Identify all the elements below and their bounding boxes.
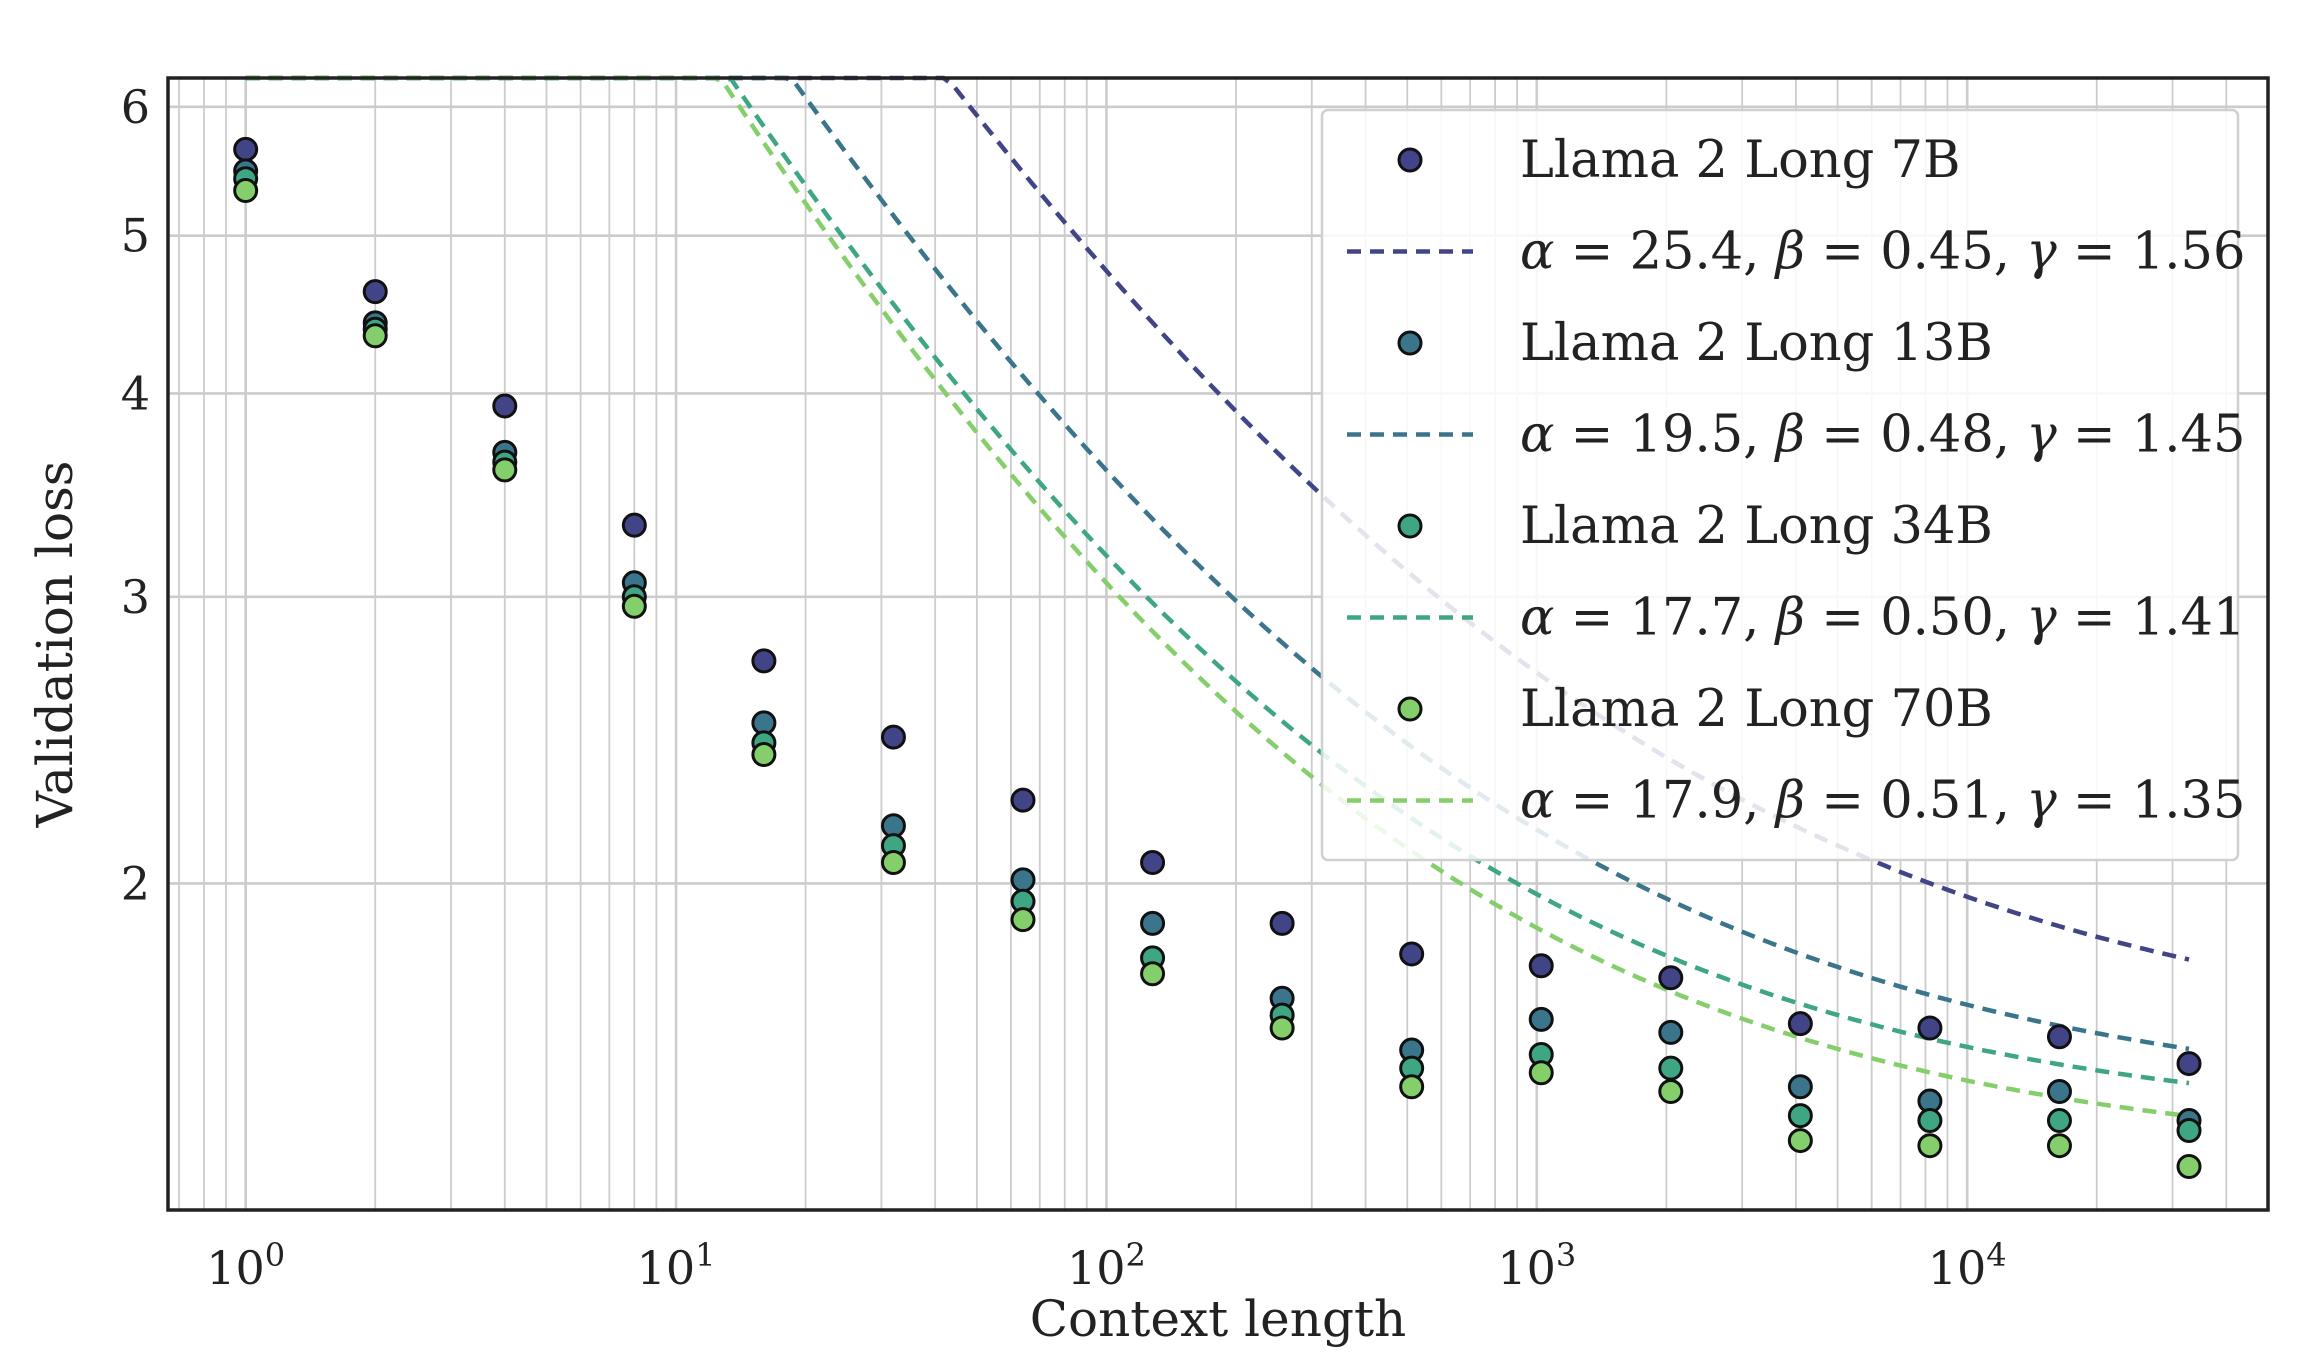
- legend-fit-label: α = 17.7, β = 0.50, γ = 1.41: [1520, 589, 2245, 648]
- data-point: [2176, 1051, 2202, 1077]
- data-point: [880, 850, 906, 876]
- axis-ticks: 100 101 102 103 104 2 3 4 5 6: [121, 80, 2007, 1295]
- data-point: [1399, 941, 1425, 967]
- data-point: [492, 457, 518, 483]
- legend-marker: [1397, 330, 1423, 356]
- data-point: [1917, 1015, 1943, 1041]
- data-point: [1010, 907, 1036, 933]
- data-point: [1269, 1015, 1295, 1041]
- legend-series-label: Llama 2 Long 13B: [1520, 314, 1993, 373]
- legend-fit-label: α = 19.5, β = 0.48, γ = 1.45: [1520, 406, 2245, 465]
- data-point: [233, 136, 259, 162]
- data-point: [492, 393, 518, 419]
- x-tick-label: 102: [1067, 1236, 1146, 1295]
- y-tick-label: 6: [121, 80, 150, 134]
- data-point: [1917, 1133, 1943, 1159]
- data-point: [1658, 1078, 1684, 1104]
- legend-series-label: Llama 2 Long 7B: [1520, 131, 1960, 190]
- data-point: [2176, 1153, 2202, 1179]
- legend: Llama 2 Long 7B α = 25.4, β = 0.45, γ = 1…: [1320, 108, 2245, 862]
- y-tick-label: 5: [121, 209, 150, 263]
- data-point: [880, 724, 906, 750]
- data-point: [1528, 1060, 1554, 1086]
- legend-fit-label: α = 17.9, β = 0.51, γ = 1.35: [1520, 772, 2245, 831]
- x-tick-label: 103: [1497, 1236, 1576, 1295]
- data-point: [2176, 1117, 2202, 1143]
- data-points: [233, 136, 2202, 1179]
- x-axis-label: Context length: [1030, 1290, 1407, 1348]
- y-tick-label: 4: [121, 366, 150, 420]
- data-point: [1269, 910, 1295, 936]
- x-tick-label: 104: [1928, 1236, 2007, 1295]
- y-tick-label: 2: [121, 856, 150, 910]
- data-point: [1658, 1019, 1684, 1045]
- data-point: [1399, 1074, 1425, 1100]
- data-point: [1010, 787, 1036, 813]
- data-point: [1140, 910, 1166, 936]
- data-point: [751, 742, 777, 768]
- y-tick-label: 3: [121, 570, 150, 624]
- data-point: [2046, 1078, 2072, 1104]
- data-point: [1528, 953, 1554, 979]
- data-point: [1010, 867, 1036, 893]
- data-point: [1917, 1108, 1943, 1134]
- data-point: [1658, 965, 1684, 991]
- data-point: [362, 323, 388, 349]
- data-point: [621, 593, 647, 619]
- legend-fit-label: α = 25.4, β = 0.45, γ = 1.56: [1520, 223, 2245, 282]
- data-point: [621, 512, 647, 538]
- data-point: [1787, 1103, 1813, 1129]
- data-point: [1787, 1074, 1813, 1100]
- data-point: [751, 648, 777, 674]
- legend-marker: [1397, 696, 1423, 722]
- data-point: [2046, 1108, 2072, 1134]
- data-point: [1140, 850, 1166, 876]
- data-point: [2046, 1133, 2072, 1159]
- data-point: [1787, 1128, 1813, 1154]
- data-point: [2046, 1024, 2072, 1050]
- legend-series-label: Llama 2 Long 70B: [1520, 680, 1993, 739]
- y-axis-label: Validation loss: [26, 461, 84, 829]
- data-point: [362, 279, 388, 305]
- x-tick-label: 100: [206, 1236, 285, 1295]
- data-point: [1528, 1006, 1554, 1032]
- plot-frame: [166, 76, 2270, 1212]
- legend-marker: [1397, 513, 1423, 539]
- data-point: [1658, 1055, 1684, 1081]
- data-point: [233, 178, 259, 204]
- legend-series-label: Llama 2 Long 34B: [1520, 497, 1993, 556]
- x-tick-label: 101: [637, 1236, 716, 1295]
- legend-box: [1320, 108, 2240, 862]
- legend-marker: [1397, 147, 1423, 173]
- data-point: [1787, 1011, 1813, 1037]
- data-point: [1140, 961, 1166, 987]
